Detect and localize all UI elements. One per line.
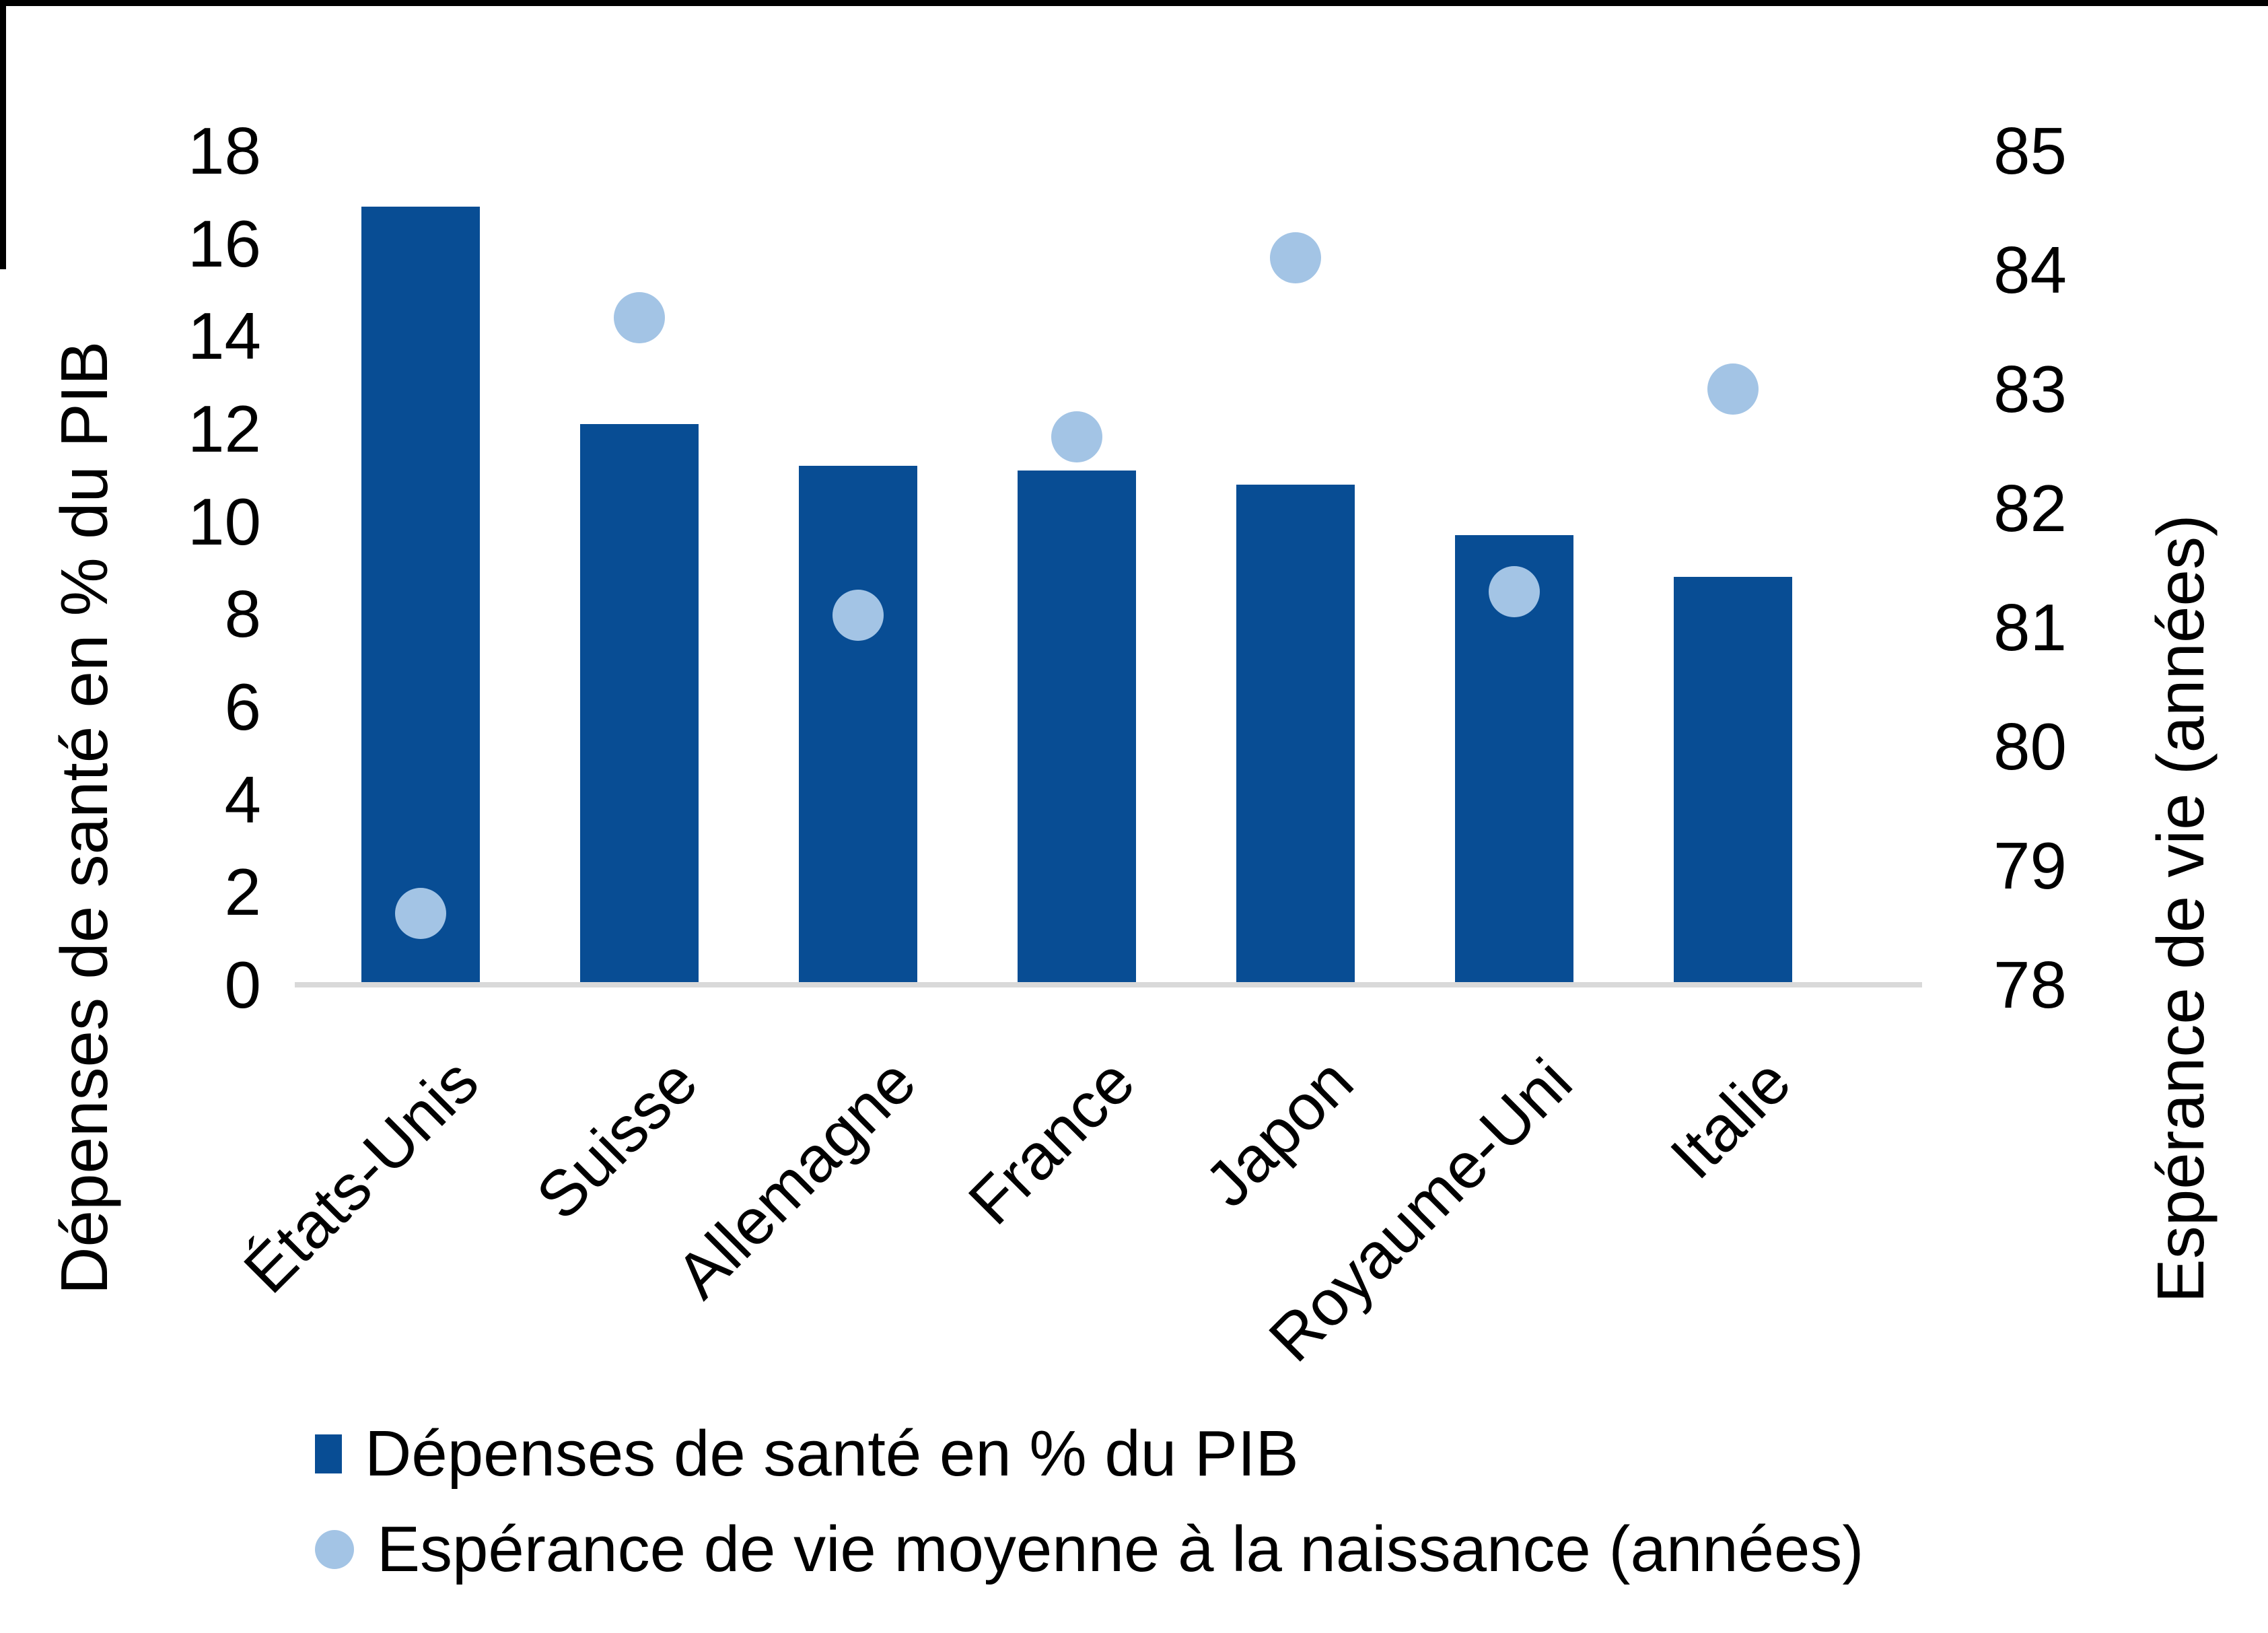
figure-left-border: [0, 0, 6, 269]
left-axis-tick-14: 14: [187, 299, 261, 374]
bar-Allemagne: [799, 466, 917, 985]
legend-label-bars: Dépenses de santé en % du PIB: [365, 1418, 1299, 1490]
left-axis-tick-16: 16: [187, 206, 261, 281]
right-axis-tick-82: 82: [1993, 471, 2067, 545]
bar-États-Unis: [361, 206, 480, 985]
legend-label-dots: Espérance de vie moyenne à la naissance …: [377, 1513, 1864, 1585]
dot-Italie: [1707, 363, 1759, 415]
left-axis-title: Dépenses de santé en % du PIB: [47, 341, 121, 1295]
dot-Japon: [1270, 232, 1321, 284]
right-axis-title: Espérance de vie (années): [2143, 514, 2218, 1303]
left-axis-tick-8: 8: [224, 577, 261, 652]
bar-France: [1018, 470, 1136, 985]
left-axis-tick-18: 18: [187, 114, 261, 188]
left-axis-tick-6: 6: [224, 670, 261, 744]
dot-Allemagne: [832, 590, 884, 641]
dot-Royaume-Uni: [1489, 565, 1540, 617]
right-axis-tick-81: 81: [1993, 590, 2067, 664]
dot-France: [1051, 411, 1102, 462]
left-axis-tick-10: 10: [187, 484, 261, 559]
right-axis-tick-83: 83: [1993, 352, 2067, 426]
category-label-Japon: Japon: [1191, 1045, 1368, 1221]
legend-entry-bars: Dépenses de santé en % du PIB: [315, 1419, 1864, 1489]
bar-Japon: [1236, 484, 1355, 985]
category-label-Italie: Italie: [1657, 1045, 1805, 1193]
x-axis-line: [295, 982, 1922, 987]
right-axis-tick-84: 84: [1993, 233, 2067, 307]
scatter-series-swatch-icon: [315, 1530, 354, 1569]
category-label-États-Unis: États-Unis: [230, 1045, 493, 1307]
dot-États-Unis: [395, 887, 446, 939]
legend: Dépenses de santé en % du PIB Espérance …: [315, 1419, 1864, 1610]
category-label-Suisse: Suisse: [522, 1045, 711, 1234]
bar-Suisse: [580, 424, 699, 985]
left-axis-tick-0: 0: [224, 948, 261, 1022]
left-axis-tick-2: 2: [224, 855, 261, 930]
category-label-Allemagne: Allemagne: [662, 1045, 930, 1313]
right-axis-tick-79: 79: [1993, 829, 2067, 903]
category-label-France: France: [955, 1045, 1149, 1239]
bar-Italie: [1674, 577, 1792, 985]
right-axis-tick-78: 78: [1993, 948, 2067, 1022]
bar-series-swatch-icon: [315, 1434, 342, 1473]
legend-entry-dots: Espérance de vie moyenne à la naissance …: [315, 1515, 1864, 1585]
right-axis-tick-85: 85: [1993, 114, 2067, 188]
left-axis-tick-12: 12: [187, 392, 261, 466]
figure-top-border: [0, 0, 2268, 6]
dot-Suisse: [614, 291, 665, 343]
left-axis-tick-4: 4: [224, 762, 261, 837]
right-axis-tick-80: 80: [1993, 709, 2067, 784]
